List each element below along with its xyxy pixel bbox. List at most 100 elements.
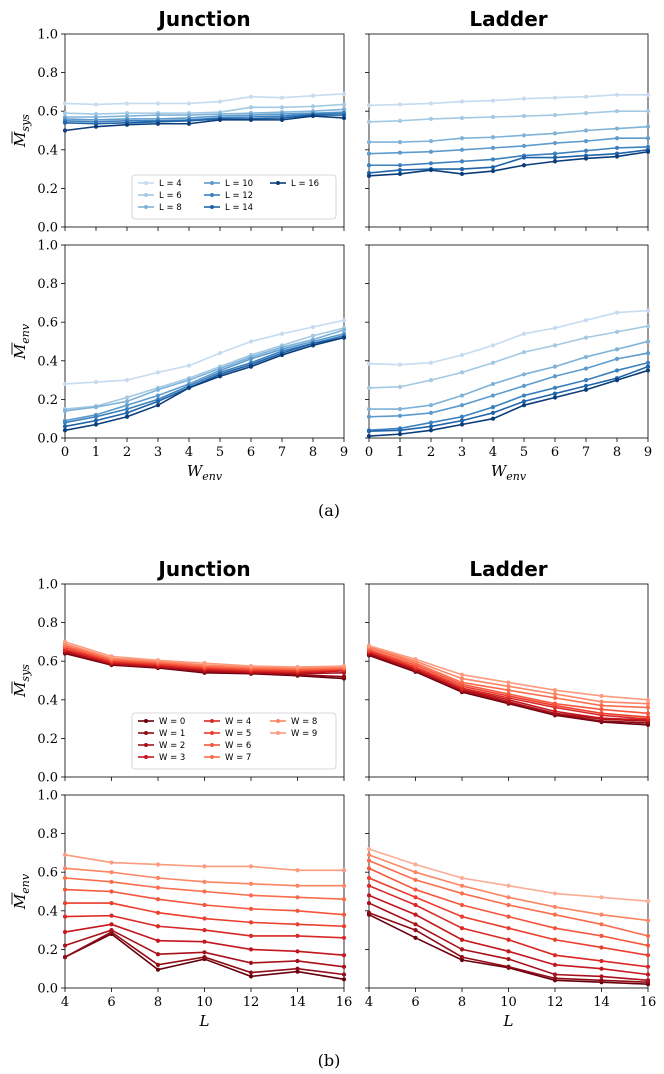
x-tick-label: 4 bbox=[61, 995, 69, 1010]
data-point bbox=[397, 150, 403, 155]
data-point bbox=[614, 347, 620, 352]
legend-entry: W = 2 bbox=[159, 741, 185, 751]
data-point bbox=[62, 424, 68, 429]
data-point bbox=[459, 147, 465, 152]
chart-panel-a-junction-sys: 0.0 0.2 0.4 0.6 0.8 1.0 Junction Msys L = 4 L = 6… bbox=[11, 7, 347, 236]
data-point bbox=[109, 922, 114, 927]
data-point bbox=[217, 117, 223, 122]
data-point bbox=[155, 393, 161, 398]
y-tick-label: 1.0 bbox=[37, 578, 58, 593]
data-point bbox=[366, 361, 372, 366]
data-point bbox=[341, 663, 347, 669]
y-axis-label: Msys bbox=[11, 114, 32, 148]
data-point bbox=[366, 414, 372, 419]
series-line bbox=[64, 329, 345, 412]
data-point bbox=[459, 167, 465, 172]
data-point bbox=[295, 966, 300, 971]
legend-entry: W = 5 bbox=[225, 729, 251, 739]
data-point bbox=[583, 139, 589, 144]
data-point bbox=[366, 429, 372, 434]
data-point bbox=[428, 424, 434, 429]
y-tick-label: 0.0 bbox=[37, 221, 58, 236]
data-point bbox=[62, 420, 68, 425]
series-w-2 bbox=[62, 928, 347, 969]
data-point bbox=[614, 329, 620, 334]
data-point bbox=[459, 414, 465, 419]
data-point bbox=[552, 391, 558, 396]
data-point bbox=[397, 413, 403, 418]
data-point bbox=[93, 379, 99, 385]
data-point bbox=[155, 370, 161, 375]
data-point bbox=[62, 111, 68, 116]
data-point bbox=[459, 418, 465, 423]
data-point bbox=[490, 393, 496, 398]
data-point bbox=[459, 672, 465, 677]
data-point bbox=[62, 929, 68, 935]
data-point bbox=[62, 875, 68, 881]
data-point bbox=[459, 99, 465, 104]
series-w-4 bbox=[366, 883, 651, 969]
data-point bbox=[583, 111, 589, 116]
data-point bbox=[459, 883, 465, 888]
data-point bbox=[413, 922, 418, 927]
data-point bbox=[490, 360, 496, 365]
chart-panel-b-ladder-sys: Ladder bbox=[365, 557, 651, 781]
y-tick-label: 0.4 bbox=[37, 693, 58, 708]
data-point bbox=[366, 866, 372, 871]
data-point bbox=[62, 128, 68, 133]
data-point bbox=[599, 922, 604, 927]
data-point bbox=[279, 105, 285, 110]
series-line bbox=[64, 333, 345, 422]
data-point bbox=[614, 109, 620, 114]
data-point bbox=[506, 956, 511, 962]
data-point bbox=[552, 972, 558, 977]
series-w-9 bbox=[366, 846, 651, 904]
data-point bbox=[109, 879, 114, 884]
data-point bbox=[295, 908, 300, 913]
data-point bbox=[490, 135, 496, 140]
data-point bbox=[428, 420, 434, 425]
series-line bbox=[368, 149, 649, 174]
data-point bbox=[62, 900, 68, 906]
y-tick-label: 0.8 bbox=[37, 616, 58, 631]
series-w-5 bbox=[366, 875, 651, 958]
y-tick-label: 1.0 bbox=[37, 239, 58, 254]
data-point bbox=[366, 893, 372, 898]
x-tick-label: 10 bbox=[500, 995, 517, 1010]
panel-b-label: (b) bbox=[318, 1051, 341, 1070]
data-point bbox=[614, 368, 620, 373]
series-line bbox=[64, 103, 345, 115]
chart-panel-a-junction-env: 0.0 0.2 0.4 0.6 0.8 1.0 0 1 2 3 4 5 6 7 8 9 Menv Wenv bbox=[11, 239, 348, 484]
data-point bbox=[490, 98, 496, 103]
data-point bbox=[459, 171, 465, 177]
legend-entry: W = 6 bbox=[225, 741, 251, 751]
series-line bbox=[369, 340, 649, 410]
data-point bbox=[155, 112, 161, 118]
data-point bbox=[341, 953, 347, 958]
data-point bbox=[599, 958, 604, 964]
x-tick-label: 0 bbox=[365, 445, 373, 460]
legend-entry: W = 8 bbox=[291, 717, 317, 727]
series-l-10 bbox=[366, 136, 651, 156]
y-tick-label: 0.4 bbox=[37, 354, 58, 369]
data-point bbox=[248, 364, 254, 369]
series-l-16 bbox=[62, 335, 347, 433]
data-point bbox=[366, 103, 372, 108]
series-line bbox=[64, 327, 345, 410]
data-point bbox=[428, 428, 434, 433]
x-tick-label: 2 bbox=[123, 445, 131, 460]
data-point bbox=[341, 912, 347, 917]
data-point bbox=[459, 115, 465, 121]
data-point bbox=[645, 697, 651, 702]
data-point bbox=[552, 953, 558, 958]
data-point bbox=[124, 378, 130, 383]
x-tick-label: 12 bbox=[547, 995, 564, 1010]
data-point bbox=[341, 897, 347, 902]
data-point bbox=[645, 136, 651, 141]
legend-entry: L = 6 bbox=[159, 191, 182, 201]
series-l-16 bbox=[366, 368, 651, 439]
data-point bbox=[459, 422, 465, 427]
data-point bbox=[248, 947, 254, 952]
series-w-5 bbox=[62, 900, 347, 929]
data-point bbox=[521, 96, 527, 101]
